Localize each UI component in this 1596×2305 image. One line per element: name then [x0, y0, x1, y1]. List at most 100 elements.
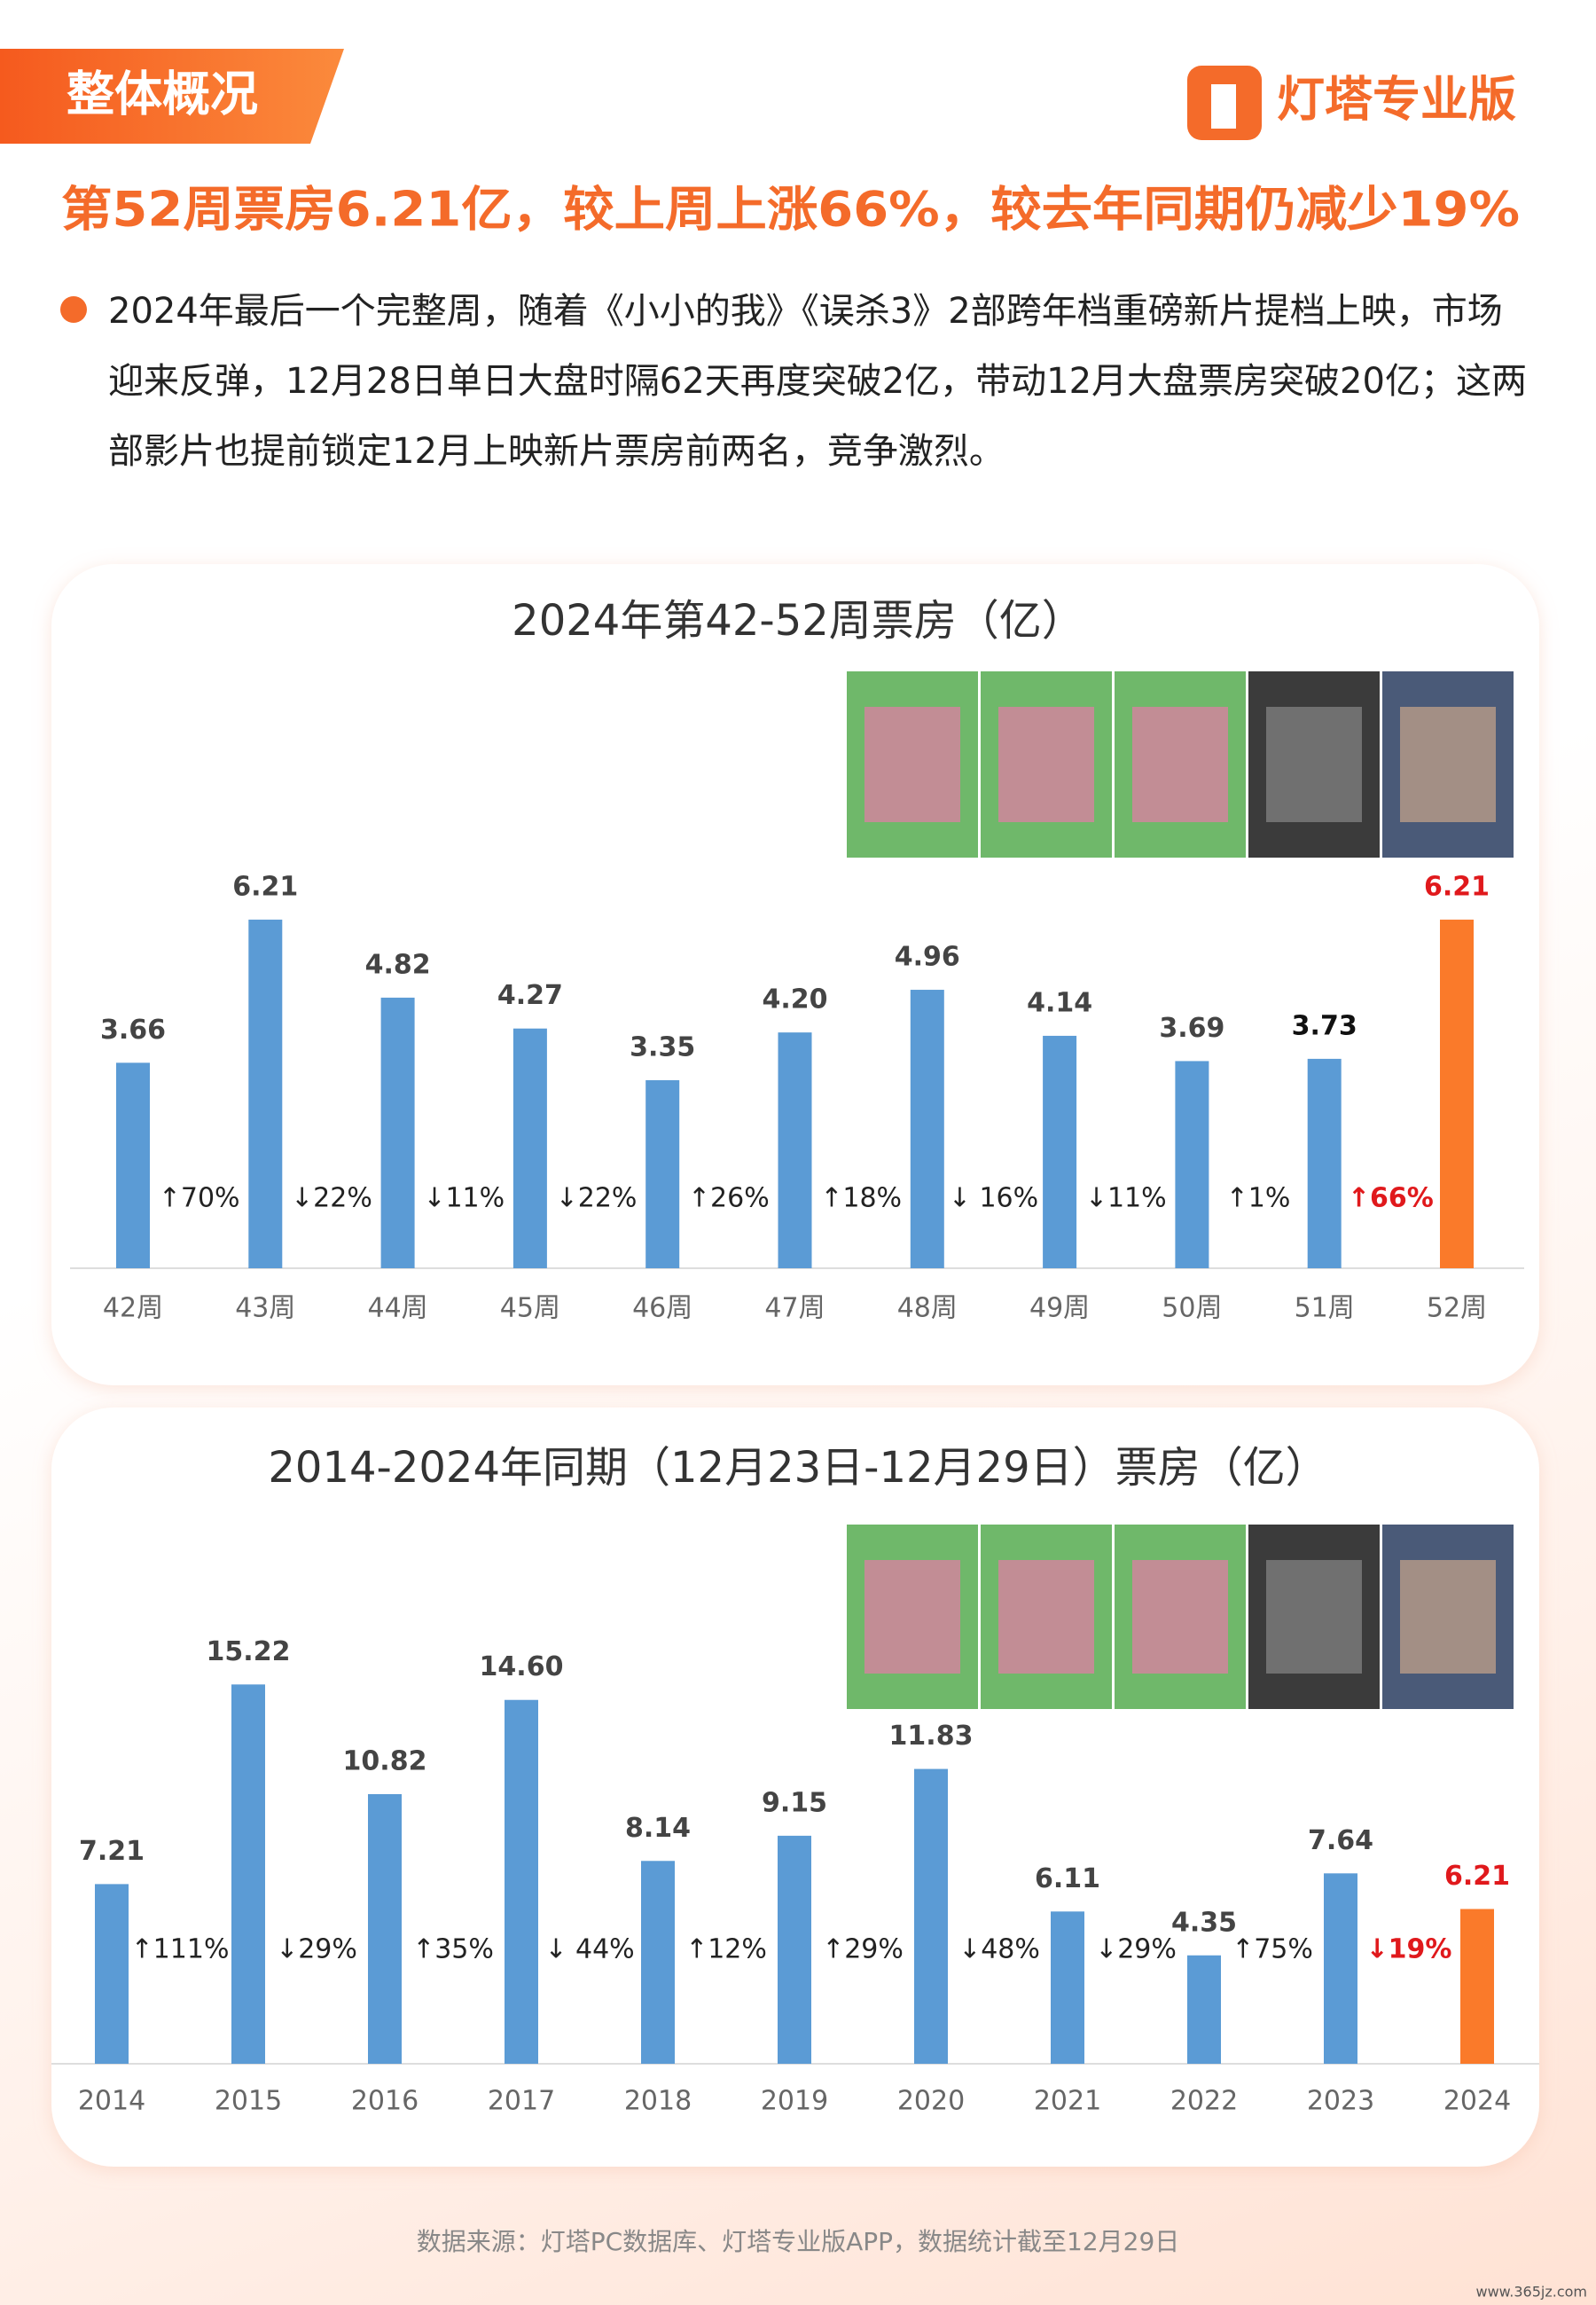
change-label: ↑70% — [159, 1183, 240, 1214]
poster-art — [1400, 707, 1496, 822]
x-tick-label: 49周 — [1029, 1293, 1090, 1324]
bar — [1307, 1058, 1342, 1268]
x-tick-label: 2017 — [488, 2086, 555, 2117]
change-label: ↓11% — [423, 1183, 505, 1214]
bar — [231, 1684, 265, 2064]
change-label: ↑26% — [688, 1183, 770, 1214]
poster-art — [864, 707, 960, 822]
headline: 第52周票房6.21亿，较上周上涨66%，较去年同期仍减少19% — [61, 182, 1520, 238]
change-label: ↑1% — [1226, 1183, 1291, 1214]
value-label: 7.21 — [79, 1836, 145, 1867]
x-tick-label: 44周 — [368, 1293, 428, 1324]
x-tick-label: 43周 — [235, 1293, 295, 1324]
bar — [1043, 1035, 1077, 1268]
chart-title: 2014-2024年同期（12月23日-12月29日）票房（亿） — [268, 1443, 1327, 1493]
tag: 整体概况 — [66, 67, 258, 122]
value-label: 6.21 — [1424, 871, 1490, 902]
change-label: ↓22% — [556, 1183, 638, 1214]
poster-art — [1266, 707, 1362, 822]
x-tick-label: 46周 — [632, 1293, 692, 1324]
value-label: 6.21 — [1444, 1861, 1510, 1892]
poster-art — [1132, 707, 1228, 822]
bullet-text: 2024年最后一个完整周，随着《小小的我》《误杀3》2部跨年档重磅新片提档上映，… — [108, 291, 1527, 472]
watermark: www.365jz.com — [1475, 2284, 1587, 2301]
value-label: 7.64 — [1308, 1825, 1373, 1856]
change-label: ↓ 44% — [544, 1934, 634, 1965]
value-label: 3.73 — [1292, 1010, 1357, 1041]
value-label: 9.15 — [762, 1787, 827, 1818]
x-tick-label: 47周 — [764, 1293, 825, 1324]
x-tick-label: 2023 — [1307, 2086, 1374, 2117]
x-tick-label: 2014 — [78, 2086, 145, 2117]
logo-mark — [1211, 84, 1236, 129]
value-label: 15.22 — [207, 1636, 291, 1667]
bar — [1187, 1955, 1221, 2064]
x-tick-label: 2016 — [351, 2086, 419, 2117]
change-label: ↑35% — [412, 1934, 494, 1965]
bar — [95, 1884, 129, 2064]
bar — [248, 919, 283, 1268]
value-label: 3.66 — [100, 1015, 166, 1046]
bar — [1460, 1909, 1494, 2064]
bar — [505, 1699, 538, 2064]
value-label: 4.20 — [762, 984, 827, 1015]
change-label: ↑111% — [131, 1934, 230, 1965]
value-label: 6.11 — [1035, 1863, 1100, 1894]
value-label: 4.35 — [1171, 1907, 1237, 1938]
change-label: ↓29% — [276, 1934, 357, 1965]
source: 数据来源：灯塔PC数据库、灯塔专业版APP，数据统计截至12月29日 — [417, 2227, 1180, 2256]
bar — [914, 1768, 948, 2064]
bar — [641, 1861, 675, 2064]
change-label: ↑75% — [1232, 1934, 1313, 1965]
value-label: 11.83 — [889, 1721, 974, 1752]
brand: 灯塔专业版 — [1277, 72, 1516, 128]
x-tick-label: 2018 — [624, 2086, 692, 2117]
value-label: 3.35 — [630, 1031, 695, 1062]
value-label: 8.14 — [625, 1813, 691, 1844]
poster-art — [998, 1560, 1094, 1674]
change-label: ↑12% — [685, 1934, 767, 1965]
poster-art — [1132, 1560, 1228, 1674]
bar — [1324, 1873, 1357, 2064]
change-label: ↓48% — [958, 1934, 1040, 1965]
bar — [1051, 1911, 1084, 2064]
tag-bg — [0, 49, 344, 144]
x-tick-label: 50周 — [1162, 1293, 1222, 1324]
x-tick-label: 45周 — [500, 1293, 560, 1324]
x-tick-label: 42周 — [103, 1293, 163, 1324]
bar — [380, 997, 415, 1268]
bar — [512, 1028, 547, 1268]
poster-art — [864, 1560, 960, 1674]
poster-art — [1400, 1560, 1496, 1674]
value-label: 10.82 — [343, 1745, 427, 1776]
change-label: ↓ 16% — [949, 1183, 1038, 1214]
value-label: 4.96 — [895, 942, 960, 973]
x-tick-label: 2015 — [215, 2086, 282, 2117]
bar — [1175, 1061, 1209, 1268]
bar — [778, 1032, 812, 1268]
poster-art — [1266, 1560, 1362, 1674]
x-tick-label: 52周 — [1427, 1293, 1487, 1324]
value-label: 4.27 — [497, 980, 563, 1011]
value-label: 6.21 — [232, 871, 298, 902]
change-label: ↓22% — [291, 1183, 372, 1214]
bar — [645, 1079, 680, 1268]
change-label: ↑66% — [1348, 1183, 1434, 1214]
bar — [368, 1793, 402, 2064]
x-tick-label: 2021 — [1034, 2086, 1101, 2117]
poster-art — [998, 707, 1094, 822]
bar — [910, 990, 944, 1268]
value-label: 3.69 — [1159, 1013, 1224, 1044]
chart-title: 2024年第42-52周票房（亿） — [512, 596, 1084, 646]
bar — [1440, 919, 1474, 1268]
x-tick-label: 2022 — [1170, 2086, 1238, 2117]
x-tick-label: 2020 — [897, 2086, 965, 2117]
change-label: ↓29% — [1095, 1934, 1177, 1965]
bar — [116, 1062, 150, 1268]
change-label: ↑18% — [820, 1183, 902, 1214]
x-tick-label: 48周 — [897, 1293, 958, 1324]
value-label: 14.60 — [480, 1651, 564, 1682]
x-tick-label: 2024 — [1443, 2086, 1511, 2117]
